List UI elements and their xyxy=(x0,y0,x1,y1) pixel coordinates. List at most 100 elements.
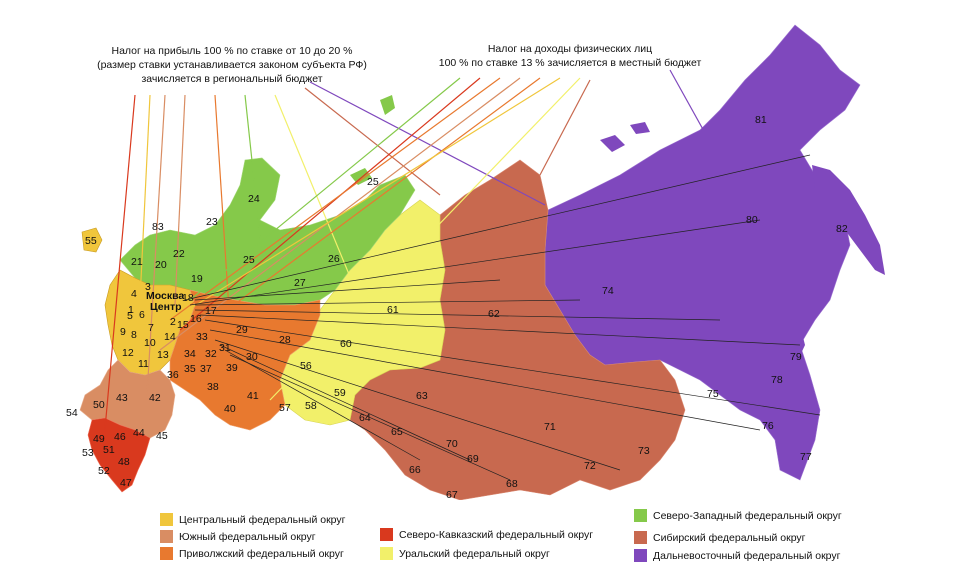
region-number: 6 xyxy=(139,309,145,321)
region-number: 82 xyxy=(836,223,848,235)
region-number: 67 xyxy=(446,489,458,500)
region-number: 73 xyxy=(638,445,650,457)
region-number: 3 xyxy=(145,281,151,293)
region-number: 47 xyxy=(120,477,132,489)
region-number: 41 xyxy=(247,390,259,402)
legend-item-volga: Приволжский федеральный округ xyxy=(160,547,344,560)
region-number: 72 xyxy=(584,460,596,472)
annotation-line: зачисляется в региональный бюджет xyxy=(141,73,323,85)
region-number: 2 xyxy=(170,316,176,328)
region-number: 15 xyxy=(177,319,189,331)
region-number: 61 xyxy=(387,304,399,316)
region-number: 74 xyxy=(602,285,614,297)
region-number: 71 xyxy=(544,421,556,433)
region-number: 1 xyxy=(128,304,134,316)
legend-label: Южный федеральный округ xyxy=(179,530,316,543)
region-number: 60 xyxy=(340,338,352,350)
annotation-line: (размер ставки устанавливается законом с… xyxy=(97,59,367,71)
region-number: 32 xyxy=(205,348,217,360)
legend-swatch xyxy=(634,509,647,522)
legend-swatch xyxy=(634,531,647,544)
moscow-label: Центр xyxy=(150,301,182,313)
region-number: 68 xyxy=(506,478,518,490)
kaliningrad-region xyxy=(81,227,103,253)
region-number: 52 xyxy=(98,465,110,477)
region-number: 36 xyxy=(167,369,179,381)
region-number: 17 xyxy=(205,305,217,317)
region-number: 81 xyxy=(755,114,767,126)
region-number: 28 xyxy=(279,334,291,346)
region-number: 38 xyxy=(207,381,219,393)
region-number: 26 xyxy=(328,253,340,265)
legend-item-siberia: Сибирский федеральный округ xyxy=(634,531,806,544)
region-number: 34 xyxy=(184,348,196,360)
region-number: 80 xyxy=(746,214,758,226)
region-number: 20 xyxy=(155,259,167,271)
legend-label: Северо-Кавказский федеральный округ xyxy=(399,528,594,541)
region-numbers: 1 2 3 4 5 6 7 8 9 10 11 12 13 14 15 16 1… xyxy=(66,114,848,500)
region-number: 23 xyxy=(206,216,218,228)
legend-item-northwest: Северо-Западный федеральный округ xyxy=(634,509,842,522)
region-number: 27 xyxy=(294,277,306,289)
region-number: 29 xyxy=(236,324,248,336)
annotation-line: 100 % по ставке 13 % зачисляется в местн… xyxy=(438,57,702,69)
legend-item-ural: Уральский федеральный округ xyxy=(380,547,550,560)
region-number: 14 xyxy=(164,331,176,343)
region-number: 30 xyxy=(246,351,258,363)
region-number: 40 xyxy=(224,403,236,415)
region-number: 44 xyxy=(133,427,145,439)
region-number: 8 xyxy=(131,329,137,341)
sakhalin-kamchatka xyxy=(812,165,885,275)
region-number: 16 xyxy=(190,313,202,325)
region-number: 42 xyxy=(149,392,161,404)
region-number: 56 xyxy=(300,360,312,372)
region-number: 51 xyxy=(103,444,115,456)
legend-swatch xyxy=(160,530,173,543)
sakhalin-island xyxy=(790,318,805,360)
region-number: 48 xyxy=(118,456,130,468)
region-number: 63 xyxy=(416,390,428,402)
legend-swatch xyxy=(634,549,647,562)
legend-swatch xyxy=(380,547,393,560)
annotation-lines-right xyxy=(159,69,721,401)
region-number: 77 xyxy=(800,451,812,463)
region-number: 22 xyxy=(173,248,185,260)
legend-label: Сибирский федеральный округ xyxy=(653,531,806,544)
annotation-line: Налог на доходы физических лиц xyxy=(487,43,653,55)
annotation-lines-left xyxy=(103,81,546,441)
region-number: 59 xyxy=(334,387,346,399)
region-number: 53 xyxy=(82,447,94,459)
region-number: 43 xyxy=(116,392,128,404)
region-number: 50 xyxy=(93,399,105,411)
profit-tax-annotation: Налог на прибыль 100 % по ставке от 10 д… xyxy=(82,44,382,86)
legend-item-south: Южный федеральный округ xyxy=(160,530,316,543)
region-number: 78 xyxy=(771,374,783,386)
region-number: 49 xyxy=(93,433,105,445)
legend-item-caucasus: Северо-Кавказский федеральный округ xyxy=(380,528,593,541)
region-number: 70 xyxy=(446,438,458,450)
novaya-zemlya xyxy=(350,95,395,185)
region-number: 65 xyxy=(391,426,403,438)
region-number: 7 xyxy=(148,322,154,334)
legend-item-fareast: Дальневосточный федеральный округ xyxy=(634,549,841,562)
region-number: 21 xyxy=(131,256,143,268)
region-number: 76 xyxy=(762,420,774,432)
region-number: 12 xyxy=(122,347,134,359)
region-number: 66 xyxy=(409,464,421,476)
legend-swatch xyxy=(160,547,173,560)
region-number: 64 xyxy=(359,412,371,424)
legend-label: Приволжский федеральный округ xyxy=(179,547,344,560)
income-tax-annotation: Налог на доходы физических лиц 100 % по … xyxy=(420,42,720,70)
annotation-line: Налог на прибыль 100 % по ставке от 10 д… xyxy=(111,45,353,57)
region-number: 19 xyxy=(191,273,203,285)
region-number: 5 xyxy=(127,310,133,322)
region-number: 35 xyxy=(184,363,196,375)
region-number: 57 xyxy=(279,402,291,414)
region-number: 33 xyxy=(196,331,208,343)
region-number: 9 xyxy=(120,326,126,338)
region-number: 45 xyxy=(156,430,168,442)
legend-label: Уральский федеральный округ xyxy=(399,547,550,560)
legend-label: Дальневосточный федеральный округ xyxy=(653,549,841,562)
region-number: 46 xyxy=(114,431,126,443)
region-number: 11 xyxy=(138,358,149,370)
